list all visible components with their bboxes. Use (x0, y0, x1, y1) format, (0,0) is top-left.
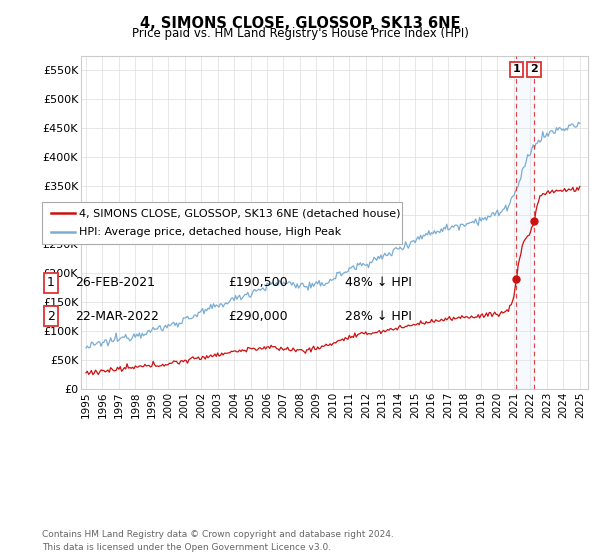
Text: 2: 2 (530, 64, 538, 74)
Text: 48% ↓ HPI: 48% ↓ HPI (345, 276, 412, 290)
Text: £290,000: £290,000 (228, 310, 287, 323)
Text: 28% ↓ HPI: 28% ↓ HPI (345, 310, 412, 323)
Text: HPI: Average price, detached house, High Peak: HPI: Average price, detached house, High… (79, 227, 341, 237)
Text: 4, SIMONS CLOSE, GLOSSOP, SK13 6NE: 4, SIMONS CLOSE, GLOSSOP, SK13 6NE (140, 16, 460, 31)
Text: 2: 2 (47, 310, 55, 323)
Text: 26-FEB-2021: 26-FEB-2021 (75, 276, 155, 290)
Text: Contains HM Land Registry data © Crown copyright and database right 2024.
This d: Contains HM Land Registry data © Crown c… (42, 530, 394, 552)
Text: 4, SIMONS CLOSE, GLOSSOP, SK13 6NE (detached house): 4, SIMONS CLOSE, GLOSSOP, SK13 6NE (deta… (79, 208, 401, 218)
Bar (517, 56, 534, 389)
Text: £190,500: £190,500 (228, 276, 287, 290)
Text: 22-MAR-2022: 22-MAR-2022 (75, 310, 159, 323)
Text: Price paid vs. HM Land Registry's House Price Index (HPI): Price paid vs. HM Land Registry's House … (131, 27, 469, 40)
Text: 1: 1 (512, 64, 520, 74)
Text: 1: 1 (47, 276, 55, 290)
